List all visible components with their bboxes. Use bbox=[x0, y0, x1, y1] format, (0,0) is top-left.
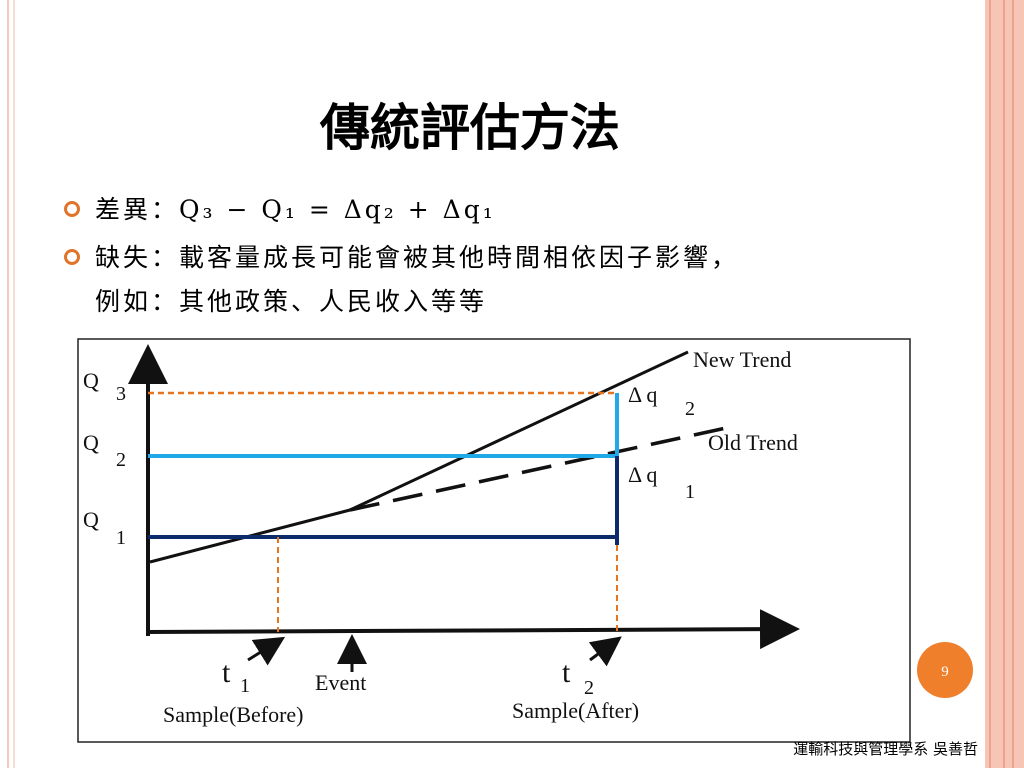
diagram-label: 1 bbox=[116, 527, 126, 549]
bullet-line: 缺失：載客量成長可能會被其他時間相依因子影響， bbox=[95, 243, 740, 272]
diagram-label: Q bbox=[83, 368, 99, 393]
diagram-label: Old Trend bbox=[708, 430, 798, 455]
bullet-marker bbox=[64, 249, 80, 265]
footer: 運輸科技與管理學系 吳善哲 bbox=[793, 740, 978, 758]
diagram-label: t bbox=[222, 656, 231, 689]
diagram-label: Sample(After) bbox=[512, 698, 639, 723]
bullet: 缺失：載客量成長可能會被其他時間相依因子影響， 例如：其他政策、人民收入等等 bbox=[95, 236, 739, 324]
diagram-label: Q bbox=[83, 507, 99, 532]
diagram-label: 2 bbox=[685, 398, 695, 420]
diagram-label: New Trend bbox=[693, 347, 791, 372]
page-number: 9 bbox=[941, 664, 949, 680]
diagram-label: 1 bbox=[685, 481, 695, 503]
diagram-label: 2 bbox=[116, 449, 126, 471]
diagram-label: 3 bbox=[116, 383, 126, 405]
title: 傳統評估方法 bbox=[320, 98, 620, 157]
diagram-label: 1 bbox=[240, 675, 250, 697]
diagram-label: Event bbox=[315, 670, 366, 695]
diagram-label: t bbox=[562, 656, 571, 689]
diagram-label: Sample(Before) bbox=[163, 702, 304, 727]
bullet-line: 差異：Q₃ − Q₁ = Δq₂ + Δq₁ bbox=[95, 195, 496, 224]
diagram-label: Δ q bbox=[628, 382, 657, 407]
bullet-line: 例如：其他政策、人民收入等等 bbox=[95, 287, 488, 316]
bullet-marker bbox=[64, 201, 80, 217]
diagram-label: Δ q bbox=[628, 462, 657, 487]
diagram-label: Q bbox=[83, 430, 99, 455]
diagram-label: 2 bbox=[584, 677, 594, 699]
page-badge: 9 bbox=[917, 642, 973, 698]
bullet: 差異：Q₃ − Q₁ = Δq₂ + Δq₁ bbox=[95, 188, 496, 232]
